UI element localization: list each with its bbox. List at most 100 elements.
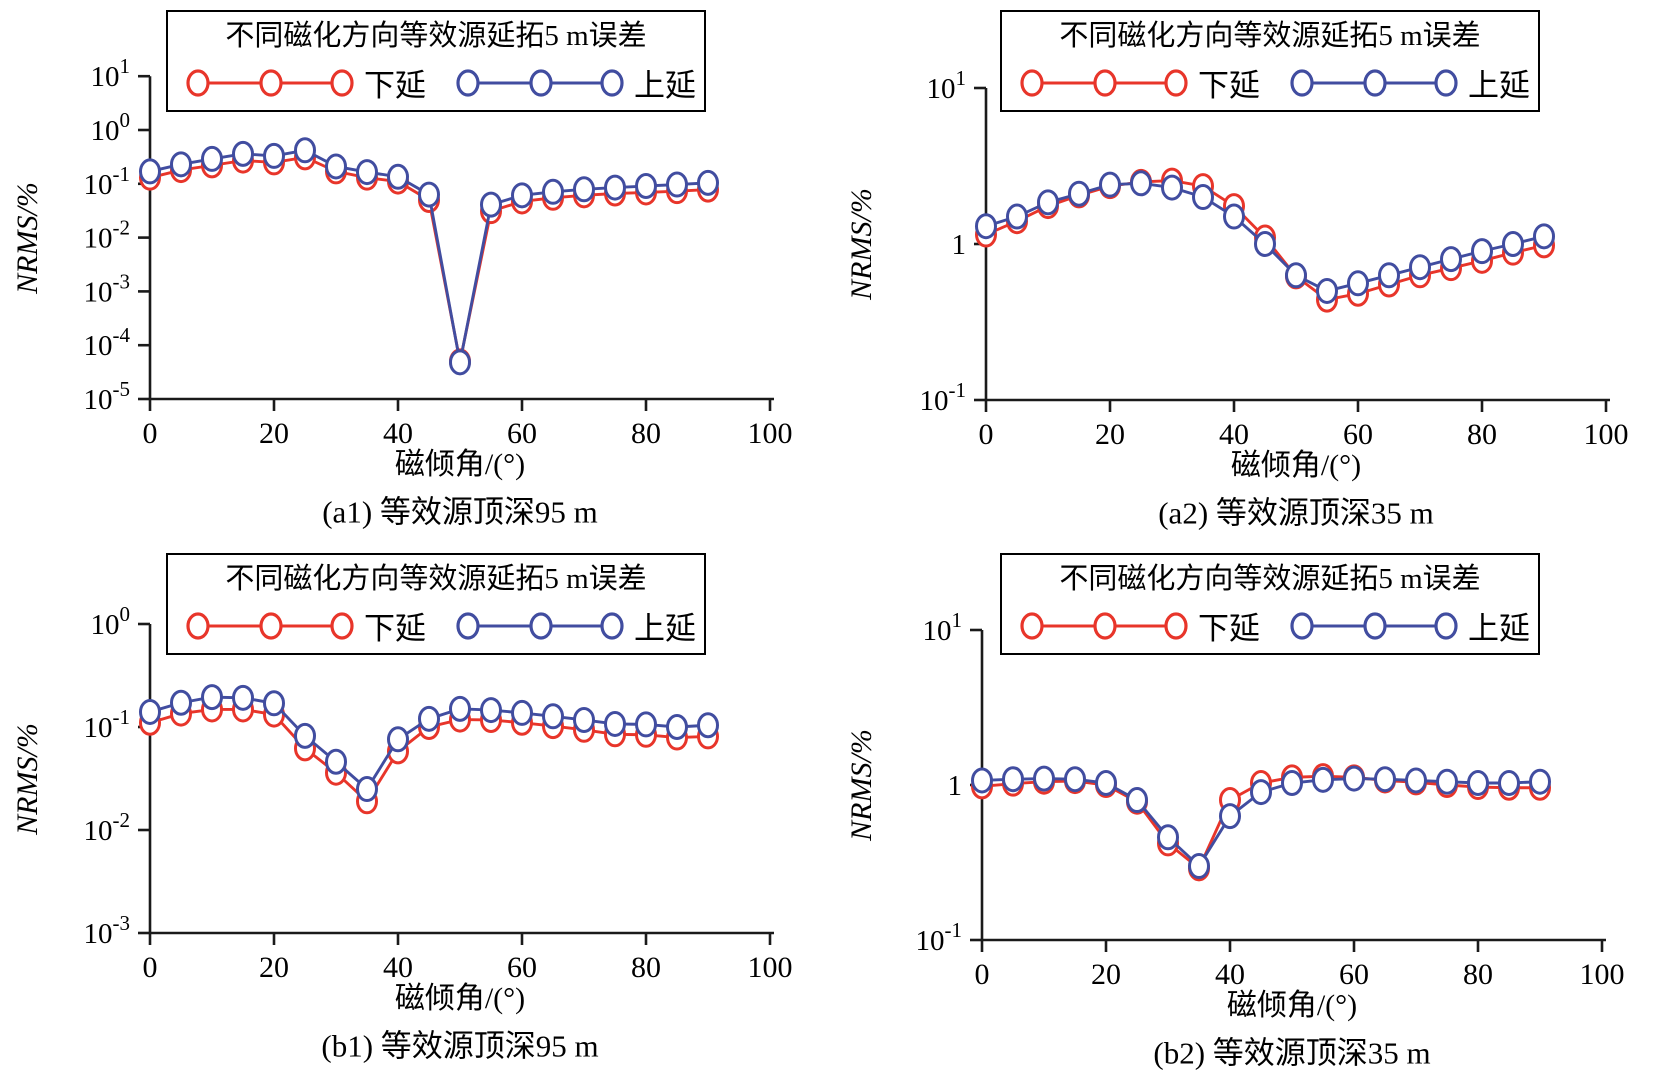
x-tick-label: 100 [748, 951, 793, 984]
data-point-up [170, 689, 192, 716]
panel-caption: (b2) 等效源顶深35 m [1153, 1035, 1431, 1071]
data-point-up [1409, 254, 1431, 281]
legend-sample-up-icon [1290, 68, 1458, 97]
y-tick-label: 101 [927, 66, 967, 105]
y-tick-label: 10-2 [84, 216, 131, 255]
data-point-up [1533, 223, 1555, 250]
data-point-up [418, 181, 440, 208]
data-point-up [1161, 174, 1183, 201]
y-tick-label: 10-1 [920, 378, 967, 417]
data-point-up [1347, 270, 1369, 297]
legend-label-down: 下延 [364, 611, 426, 646]
data-point-up [387, 726, 409, 753]
data-point-up [1502, 231, 1524, 257]
data-point-up [356, 776, 378, 803]
data-point-up [1223, 203, 1245, 230]
data-point-up [971, 767, 993, 794]
y-tick-label: 101 [923, 608, 963, 647]
legend-sample-up-icon [456, 611, 624, 640]
data-point-up [1316, 277, 1338, 304]
data-point-up [1219, 803, 1241, 830]
data-point-up [480, 191, 502, 218]
data-point-up [263, 690, 285, 717]
data-point-up [666, 171, 688, 198]
legend-sample-down-icon [1020, 68, 1188, 97]
y-tick-label: 100 [91, 602, 131, 641]
data-point-up [1436, 768, 1458, 795]
data-point-up [1374, 766, 1396, 793]
x-tick-label: 40 [1219, 418, 1249, 451]
x-tick-label: 80 [1463, 958, 1493, 991]
legend-title: 不同磁化方向等效源延拓5 m误差 [1059, 20, 1481, 52]
x-tick-label: 60 [1343, 418, 1373, 451]
data-point-up [1281, 770, 1303, 797]
panel-caption: (b1) 等效源顶深95 m [321, 1028, 599, 1064]
data-point-up [1254, 231, 1276, 257]
legend-title: 不同磁化方向等效源延拓5 m误差 [1059, 563, 1481, 595]
axes [138, 74, 774, 411]
data-point-up [1037, 189, 1059, 216]
data-point-up [697, 712, 719, 739]
x-tick-label: 40 [383, 951, 413, 984]
data-point-up [1095, 770, 1117, 797]
data-point-up [604, 174, 626, 201]
data-point-up [325, 153, 347, 180]
chart-a1: 101 100 10-1 10-2 10-3 10-4 10-5 0 20 40 60 80 100 [84, 54, 793, 450]
legend-sample-up-icon [456, 68, 624, 97]
x-tick-label: 20 [259, 417, 289, 450]
data-point-up [1188, 853, 1210, 880]
y-tick-label: 10-5 [84, 377, 131, 416]
data-point-up [1006, 203, 1028, 230]
data-point-up [139, 698, 161, 725]
legend: 不同磁化方向等效源延拓5 m误差 下延 上延 [1000, 10, 1540, 112]
x-tick-label: 20 [1095, 418, 1125, 451]
x-tick-label: 100 [748, 417, 793, 450]
data-point-up [325, 748, 347, 775]
data-point-up [511, 699, 533, 726]
data-point-up [635, 711, 657, 738]
legend-sample-down-icon [186, 611, 354, 640]
x-tick-label: 100 [1580, 958, 1625, 991]
legend-label-up: 上延 [1468, 68, 1530, 103]
y-tick-label: 10-3 [84, 269, 131, 308]
data-point-up [975, 213, 997, 240]
panel-caption: (a2) 等效源顶深35 m [1158, 495, 1434, 531]
data-point-up [604, 710, 626, 737]
data-point-up [294, 722, 316, 749]
data-point-up [232, 684, 254, 711]
y-axis-label: NRMS/% [845, 729, 878, 841]
data-point-up [1099, 171, 1121, 198]
data-point-up [263, 142, 285, 169]
x-tick-label: 40 [383, 417, 413, 450]
legend-entries: 下延 上延 [1002, 603, 1538, 648]
legend-label-up: 上延 [1468, 611, 1530, 646]
legend-label-up: 上延 [634, 611, 696, 646]
y-tick-label: 101 [91, 54, 131, 93]
data-point-up [1130, 170, 1152, 197]
data-point-up [418, 705, 440, 732]
data-point-up [294, 137, 316, 164]
data-point-up [573, 176, 595, 203]
x-axis-label: 磁倾角/(°) [394, 982, 526, 1015]
legend-sample-down-icon [1020, 611, 1188, 640]
data-point-up [356, 159, 378, 186]
x-tick-label: 80 [1467, 418, 1497, 451]
data-point-up [1343, 765, 1365, 792]
x-tick-label: 80 [631, 951, 661, 984]
legend-entries: 下延 上延 [168, 603, 704, 648]
x-tick-label: 0 [143, 417, 158, 450]
legend-label-up: 上延 [634, 68, 696, 103]
panel-b2: 101 1 10-1 0 20 40 60 80 100 不同磁化方向等效源延拓5 m误差 下延… [834, 543, 1667, 1087]
legend-entries: 下延 上延 [1002, 60, 1538, 105]
data-point-up [170, 151, 192, 178]
x-tick-label: 80 [631, 417, 661, 450]
data-point-up [666, 714, 688, 740]
data-point-up [573, 706, 595, 733]
data-point-up [1405, 767, 1427, 794]
legend-entries: 下延 上延 [168, 60, 704, 105]
panel-a1: 101 100 10-1 10-2 10-3 10-4 10-5 0 20 40 60 80 100 不… [0, 0, 833, 544]
x-tick-label: 60 [507, 417, 537, 450]
data-point-up [1250, 779, 1272, 806]
x-axis-label: 磁倾角/(°) [394, 448, 526, 481]
data-point-up [449, 695, 471, 722]
